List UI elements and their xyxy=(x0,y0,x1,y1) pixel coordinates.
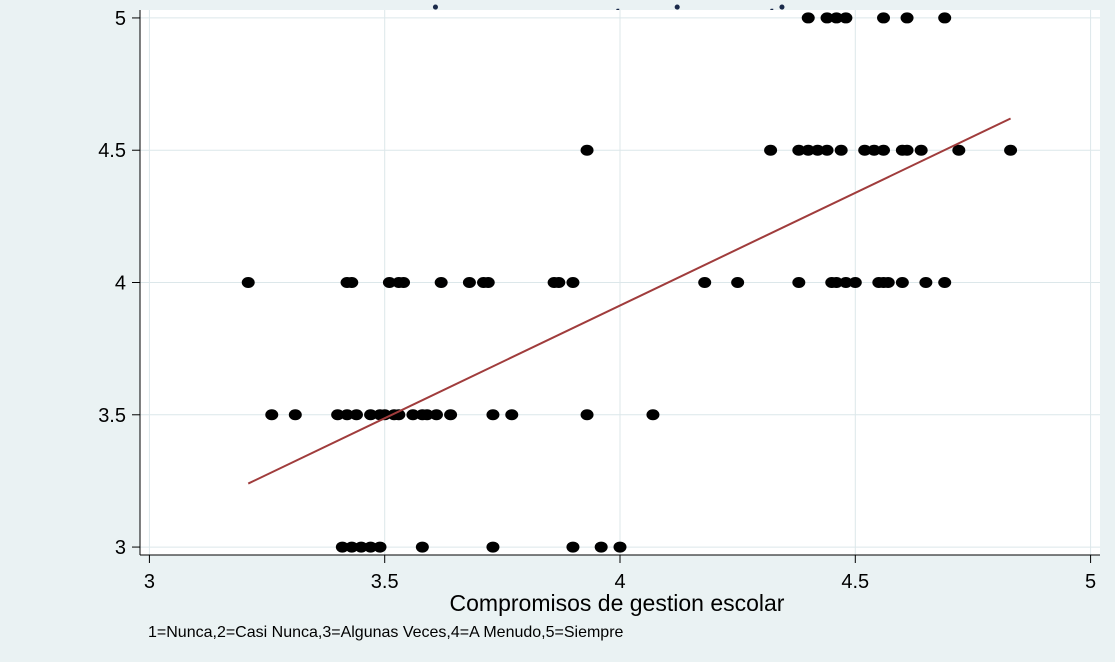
data-point xyxy=(895,277,909,288)
data-point xyxy=(481,277,495,288)
data-point xyxy=(646,409,660,421)
data-point xyxy=(792,277,806,288)
data-point xyxy=(349,409,363,421)
data-point xyxy=(829,277,843,288)
data-point xyxy=(505,409,519,421)
data-point xyxy=(580,144,594,156)
x-tick-label: 5 xyxy=(1085,571,1096,593)
data-point xyxy=(345,541,359,553)
data-point xyxy=(331,409,345,421)
data-point xyxy=(415,541,429,553)
data-point xyxy=(444,409,458,421)
fit-line-layer xyxy=(247,117,1012,485)
data-point xyxy=(288,409,302,421)
data-point xyxy=(938,277,952,288)
data-point xyxy=(900,12,914,24)
data-point xyxy=(792,144,806,156)
data-point xyxy=(340,409,354,421)
data-point xyxy=(698,277,712,288)
data-point xyxy=(364,541,378,553)
data-point xyxy=(335,541,349,553)
data-point xyxy=(566,541,580,553)
data-point xyxy=(354,541,368,553)
data-point xyxy=(820,12,834,24)
data-point xyxy=(801,144,815,156)
data-point xyxy=(429,409,443,421)
data-point xyxy=(486,541,500,553)
data-point xyxy=(552,277,566,288)
data-point xyxy=(364,409,378,421)
data-point xyxy=(938,12,952,24)
data-point xyxy=(241,277,255,288)
data-point xyxy=(462,277,476,288)
data-point xyxy=(406,409,420,421)
data-point xyxy=(829,12,843,24)
y-tick-label: 3.5 xyxy=(98,405,126,427)
data-point xyxy=(613,541,627,553)
fit-line xyxy=(247,117,1012,485)
data-point xyxy=(420,409,434,421)
data-point xyxy=(834,144,848,156)
data-point xyxy=(914,144,928,156)
data-point xyxy=(434,277,448,288)
y-tick-label: 4.5 xyxy=(98,140,126,162)
x-tick-label: 4 xyxy=(614,571,625,593)
data-point xyxy=(397,277,411,288)
data-point xyxy=(877,144,891,156)
data-point xyxy=(848,277,862,288)
data-point xyxy=(345,277,359,288)
data-point xyxy=(820,144,834,156)
data-point xyxy=(764,144,778,156)
data-point xyxy=(594,541,608,553)
data-point xyxy=(858,144,872,156)
scale-note: 1=Nunca,2=Casi Nunca,3=Algunas Veces,4=A… xyxy=(148,624,624,641)
data-point xyxy=(811,144,825,156)
data-point xyxy=(486,409,500,421)
data-point xyxy=(382,277,396,288)
data-point xyxy=(731,277,745,288)
y-tick-label: 5 xyxy=(115,8,126,30)
x-axis-title: Compromisos de gestion escolar xyxy=(450,590,785,616)
data-points xyxy=(241,12,1018,553)
data-point xyxy=(839,12,853,24)
data-point xyxy=(952,144,966,156)
x-tick-label: 4.5 xyxy=(841,571,869,593)
data-point xyxy=(580,409,594,421)
axes: 3 3.5 4 4.5 5 3 3.5 4 4.5 5 xyxy=(98,8,1100,593)
data-point xyxy=(877,12,891,24)
data-point xyxy=(919,277,933,288)
data-point xyxy=(566,277,580,288)
data-point xyxy=(839,277,853,288)
x-tick-label: 3.5 xyxy=(371,571,399,593)
y-tick-label: 4 xyxy=(115,273,126,295)
data-point xyxy=(881,277,895,288)
data-point xyxy=(900,144,914,156)
y-tick-label: 3 xyxy=(115,537,126,559)
data-point xyxy=(801,12,815,24)
x-tick-label: 3 xyxy=(144,571,155,593)
data-point xyxy=(867,144,881,156)
data-point xyxy=(265,409,279,421)
data-point xyxy=(1004,144,1018,156)
data-point xyxy=(373,541,387,553)
